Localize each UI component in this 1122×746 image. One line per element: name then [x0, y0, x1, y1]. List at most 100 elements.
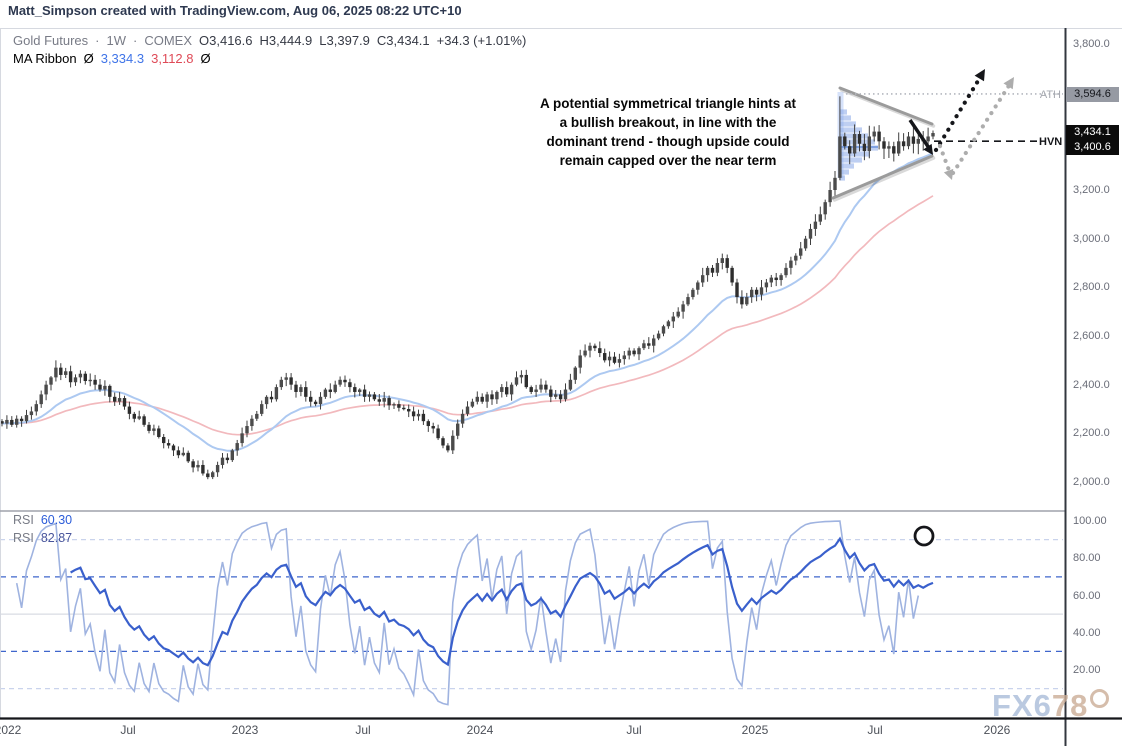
candle-body: [475, 396, 479, 402]
candle-body: [573, 367, 577, 380]
price-tick-label: 3,000.0: [1073, 232, 1110, 245]
candle-body: [691, 289, 695, 298]
candle-body: [235, 443, 239, 451]
candle-body: [906, 136, 911, 147]
candle-body: [372, 394, 377, 400]
ma-fast-line: [1, 152, 934, 452]
price-tick-label: 3,200.0: [1073, 184, 1110, 196]
candle-body: [137, 416, 141, 419]
volume-profile-bar: [840, 115, 851, 121]
candle-body: [451, 435, 455, 451]
candle-body: [313, 401, 318, 405]
candle-body: [833, 177, 837, 190]
symbol-legend[interactable]: Gold Futures · 1W · COMEX O3,416.6 H3,44…: [13, 33, 526, 48]
candle-body: [19, 418, 24, 422]
candle-body: [676, 311, 680, 317]
arrowhead: [943, 168, 954, 180]
price-tick-label: 2,800.0: [1073, 281, 1110, 294]
price-tick-label: 2,400.0: [1073, 378, 1110, 391]
candle-body: [637, 348, 641, 355]
candle-body: [206, 473, 210, 478]
volume-profile-bar: [840, 127, 862, 133]
arrowhead: [1003, 77, 1014, 90]
change-label: +34.3 (+1.01%): [436, 33, 527, 48]
candle-body: [382, 398, 386, 402]
rsi-value-1: 60.30: [40, 513, 73, 527]
triangle-trendline[interactable]: [831, 154, 934, 200]
candle-body: [652, 338, 656, 346]
candle-body: [681, 304, 685, 312]
interval-label: 1W: [106, 33, 127, 48]
candle-body: [54, 367, 58, 378]
candle-body: [843, 136, 847, 147]
candle-body: [774, 277, 778, 281]
candle-body: [309, 396, 313, 402]
candle-body: [828, 190, 832, 203]
price-pane[interactable]: [0, 86, 936, 480]
candle-body: [514, 377, 519, 385]
candle-body: [245, 426, 249, 434]
bullish-dotted-arrow[interactable]: [933, 73, 984, 153]
ma-ribbon-legend[interactable]: MA Ribbon Ø 3,334.3 3,112.8 Ø: [13, 51, 211, 66]
price-tick-label: 2,000.0: [1073, 476, 1110, 488]
candle-body: [701, 275, 705, 283]
candle-body: [446, 445, 450, 451]
candle-body: [549, 389, 553, 397]
gray-recovery-arrow[interactable]: [950, 81, 1013, 176]
candle-body: [166, 443, 171, 446]
candle-body: [220, 457, 225, 465]
candle-body: [402, 407, 406, 410]
candle-body: [872, 131, 876, 137]
candle-body: [260, 404, 264, 414]
candle-body: [456, 423, 460, 436]
candle-body: [897, 141, 901, 154]
candle-body: [931, 133, 935, 137]
candle-body: [29, 411, 34, 416]
trendline-shadow: [832, 156, 936, 202]
candle-body: [505, 387, 509, 395]
candle-body: [127, 406, 132, 414]
candle-body: [34, 404, 38, 412]
gray-dip-arrow[interactable]: [937, 143, 953, 176]
exchange-label: COMEX: [144, 33, 193, 48]
rsi-legend-2[interactable]: RSI 82.87: [13, 531, 72, 545]
candle-body: [353, 387, 357, 392]
candle-body: [642, 343, 646, 349]
rsi-pane[interactable]: [0, 520, 1063, 706]
time-axis-label: 2026: [983, 723, 1011, 737]
candle-body: [196, 464, 200, 468]
rsi-tick-label: 80.00: [1073, 552, 1101, 565]
candle-body: [230, 450, 234, 461]
candle-body: [15, 418, 19, 425]
candle-body: [98, 384, 102, 390]
candle-body: [578, 355, 582, 368]
candle-body: [490, 394, 494, 400]
hvn-level-label: HVN: [1039, 136, 1063, 148]
time-axis-label: Jul: [626, 723, 642, 737]
rsi-highlight-circle[interactable]: [913, 525, 935, 547]
candle-body: [647, 343, 651, 346]
candle-body: [318, 396, 323, 405]
candle-body: [323, 389, 328, 397]
candle-body: [39, 394, 43, 405]
candle-body: [411, 411, 416, 417]
volume-profile-bar: [840, 109, 847, 115]
time-axis-label: 2024: [466, 723, 494, 737]
candle-body: [289, 377, 293, 385]
candle-body: [916, 138, 920, 144]
rsi-legend-1[interactable]: RSI 60.30: [13, 513, 72, 527]
time-axis-label: 2023: [231, 723, 259, 737]
candle-body: [88, 379, 92, 382]
candle-body: [181, 452, 185, 456]
rsi-fast-line: [15, 520, 920, 706]
candle-body: [299, 387, 303, 392]
annotation-text[interactable]: A potential symmetrical triangle hints a…: [505, 94, 831, 170]
rsi-tick-label: 40.00: [1073, 626, 1101, 639]
breakdown-arrow[interactable]: [908, 119, 931, 149]
candle-body: [789, 260, 793, 268]
candle-body: [407, 409, 411, 412]
candle-body: [803, 238, 808, 249]
candle-body: [813, 221, 818, 229]
candle-body: [44, 384, 48, 395]
